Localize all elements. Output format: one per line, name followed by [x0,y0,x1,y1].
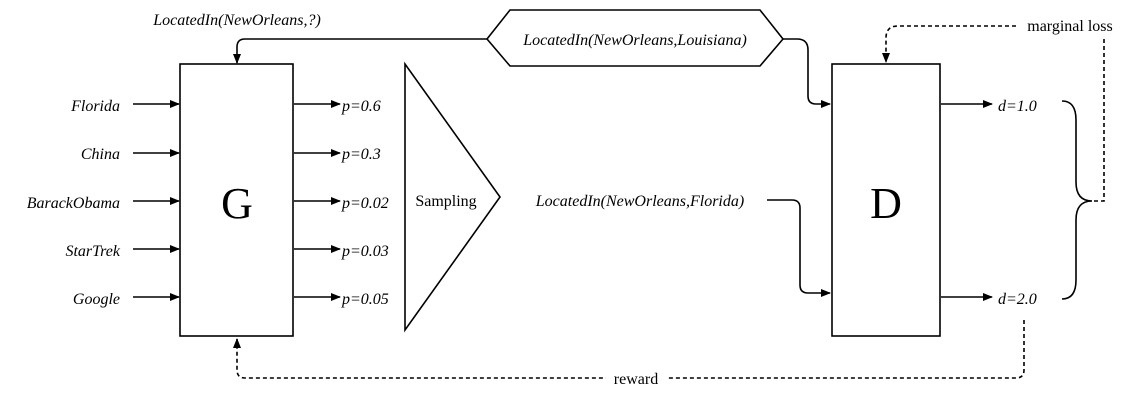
marginal-loss-label: marginal loss [1027,18,1112,35]
reward-label-bg [606,368,666,388]
sampled-triple-label: LocatedIn(NewOrleans,Florida) [535,193,744,210]
true-triple-label: LocatedIn(NewOrleans,Louisiana) [522,32,747,49]
score-label: d=2.0 [998,291,1037,308]
probability-outputs: p=0.6 p=0.3 p=0.02 p=0.03 p=0.05 [294,98,389,308]
candidate-label: BarackObama [27,195,120,212]
probability-label: p=0.03 [341,243,389,260]
query-label: LocatedIn(NewOrleans,?) [152,12,321,29]
query-arrow [233,38,487,64]
candidate-label: China [81,146,120,163]
sampling-triangle [404,61,501,333]
discriminator-box [831,63,941,337]
probability-label: p=0.05 [341,291,389,308]
sampled-triple-arrow [767,199,831,297]
marginal-loss-label-bg [1018,16,1122,36]
true-triple-arrow [783,38,831,108]
score-brace [1061,100,1093,300]
generator-label: G [221,179,253,228]
candidate-label: StarTrek [65,243,120,260]
candidate-label: Florida [70,98,120,115]
probability-label: p=0.3 [341,146,381,163]
candidate-label: Google [73,291,120,308]
generator-box [179,63,294,337]
candidate-inputs: Florida China BarackObama StarTrek Googl… [27,98,180,308]
score-label: d=1.0 [998,98,1037,115]
sampling-label: Sampling [415,193,476,210]
probability-label: p=0.02 [341,195,389,212]
reward-label: reward [614,371,658,388]
probability-label: p=0.6 [341,98,381,115]
discriminator-label: D [870,179,902,228]
